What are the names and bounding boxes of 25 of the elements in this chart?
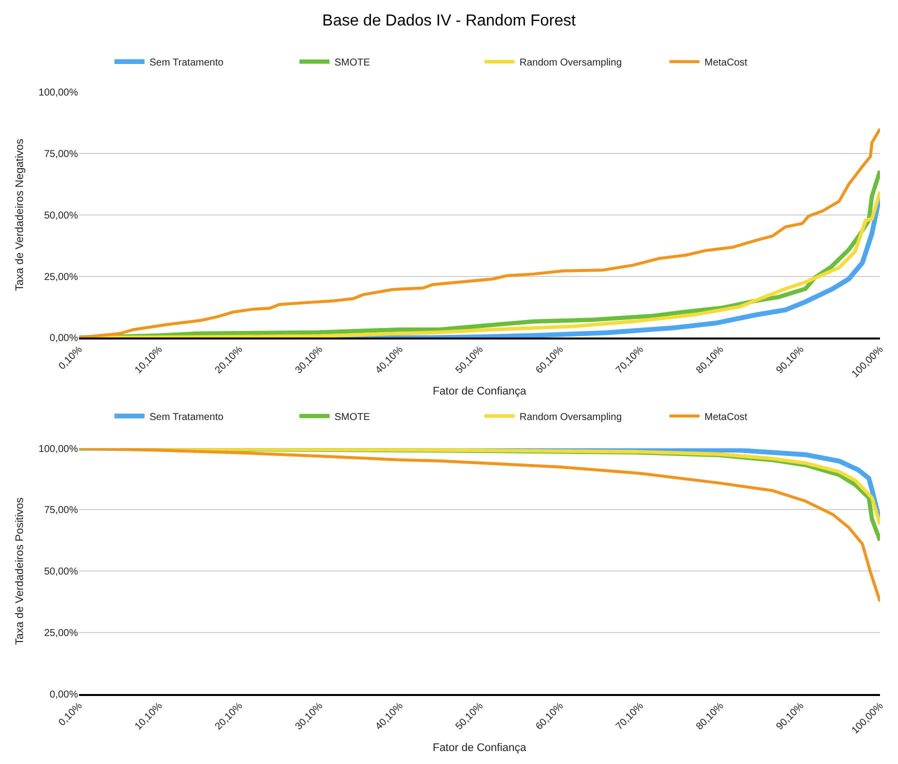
legend-label: SMOTE (334, 58, 370, 69)
x-axis-title: Fator de Confiança (432, 742, 528, 754)
y-tick-label: 0,00% (50, 689, 78, 700)
y-tick-label: 0,00% (50, 333, 78, 344)
y-tick-label: 100,00% (38, 88, 78, 98)
legend-label: Sem Tratamento (150, 412, 224, 423)
legend-label: SMOTE (334, 412, 370, 423)
legend-label: MetaCost (704, 412, 748, 423)
y-tick-label: 25,00% (44, 628, 78, 640)
y-tick-label: 100,00% (38, 444, 78, 455)
legend-label: Random Oversampling (520, 58, 622, 69)
legend-label: Sem Tratamento (150, 58, 224, 69)
y-tick-label: 75,00% (44, 505, 78, 516)
legend-label: MetaCost (704, 58, 748, 69)
y-axis-title: Taxa de Verdadeiros Negativos (14, 138, 26, 291)
legend-label: Random Oversampling (520, 412, 622, 423)
y-tick-label: 50,00% (44, 566, 78, 578)
chart-title: Base de Dados IV - Random Forest (322, 12, 576, 30)
line-series (79, 127, 880, 338)
line-series (79, 448, 880, 603)
x-axis-title: Fator de Confiança (432, 386, 528, 398)
y-tick-label: 75,00% (44, 148, 78, 160)
y-tick-label: 50,00% (44, 210, 78, 222)
y-axis-title: Taxa de Verdadeiros Positivos (14, 496, 26, 645)
y-tick-label: 25,00% (44, 272, 78, 283)
